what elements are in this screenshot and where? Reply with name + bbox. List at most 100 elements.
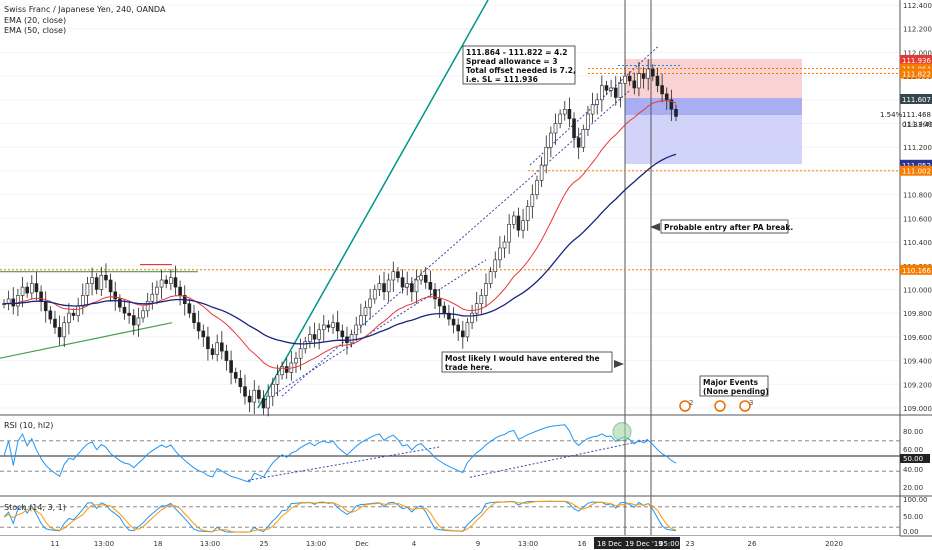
time-tick: 13:00 [306,540,326,548]
candle-body [164,279,169,284]
time-tick: Dec [355,540,369,548]
price-tags: 111.936111.864111.822111.607111.052111.0… [900,54,932,275]
time-tick: 25 [260,540,269,548]
candle-body [502,241,507,249]
candle-body [94,277,99,290]
candle-body [604,85,609,91]
rsi-line [3,424,677,483]
candle-body [641,73,646,79]
price-tag-label: 110.166 [902,267,931,275]
event-markers[interactable]: 2 3 [679,399,753,412]
rr-price: 111.468 [902,111,931,119]
calc-callout[interactable]: 111.864 - 111.822 = 4.2 Spread allowance… [462,45,576,85]
candle-body [215,342,219,355]
candle-body [210,348,215,355]
candle-body [368,298,372,308]
candle-body [11,298,16,307]
rsi-trendline-1 [247,446,441,481]
candle-body [391,271,396,281]
candle-body [118,298,122,308]
price-tick: 110.800 [903,192,932,200]
candle-body [655,75,660,86]
candle-body [196,322,201,332]
rsi-tick-80: 80.00 [903,428,923,436]
time-highlight-2: 19 Dec '19 [625,540,663,548]
event-marker-icon[interactable] [739,400,751,412]
time-tick: 11 [51,540,60,548]
candle-body [257,389,261,399]
candle-body [562,109,567,115]
candle-body [206,336,210,350]
candle-body [155,286,159,295]
candle-body [141,310,145,319]
time-axis[interactable]: 11 13:00 18 13:00 25 13:00 Dec 4 9 13:00 16 23 26 202… [51,540,843,548]
arrow-right-icon [614,360,624,368]
candle-body [243,386,247,397]
candle-body [80,295,85,307]
candle-body [623,75,627,84]
candle-body [201,330,206,338]
candle-body [284,366,289,373]
candle-body [354,324,359,335]
rsi-highlight-circle [612,422,632,442]
events-line-2: (None pending) [703,387,769,396]
price-tick: 109.000 [903,405,932,413]
candle-body [76,305,80,316]
candle-body [423,274,428,283]
trendline-dotted-1 [261,259,487,403]
candle-body [363,306,368,316]
candle-body [150,293,155,302]
time-highlight-bg [594,537,680,549]
candle-body [382,283,386,293]
time-tick: 13:00 [518,540,538,548]
candle-body [169,277,173,284]
entry-note-line-2: trade here. [445,363,493,372]
candle-body [535,180,539,195]
rsi-axis: 80.00 60.00 50.00 40.00 20.00 [900,428,930,492]
events-callout[interactable]: Major Events (None pending) [699,375,769,397]
pa-note-text: Probable entry after PA break. [664,223,793,232]
event-marker-icon[interactable] [714,400,726,412]
price-tick: 109.600 [903,334,932,342]
stoch-title: Stoch (14, 3, 1) [4,503,66,512]
pa-note-callout[interactable]: Probable entry after PA break. [650,219,793,234]
candle-body [224,350,229,361]
candle-body [377,283,382,290]
legend: Swiss Franc / Japanese Yen, 240, OANDA E… [4,5,166,35]
candle-body [488,271,493,284]
candle-body [229,360,233,373]
candle-body [298,348,303,359]
price-tick: 109.800 [903,310,932,318]
candle-body [53,318,57,328]
candle-body [187,303,192,314]
candle-body [511,215,516,225]
time-axis-highlight: 18 Dec 19 Dec '19 05:00 [594,537,680,549]
price-tag-bg [900,264,932,275]
candle-body [359,315,363,326]
candle-body [484,283,488,296]
candle-body [479,295,484,304]
event-marker-icon[interactable] [679,400,691,412]
trendline-teal [257,0,489,409]
candle-body [321,324,326,331]
candle-body [651,68,655,77]
candle-body [48,310,53,320]
candle-body [85,283,90,296]
candle-body [613,87,618,98]
calc-line-1: 111.864 - 111.822 = 4.2 [466,48,567,57]
pa-note-box [660,219,789,234]
candle-body [220,342,224,352]
candle-body [470,312,474,323]
candle-body [646,68,650,79]
candle-body [567,109,572,120]
candle-body [252,389,257,403]
candle-body [280,366,284,376]
entry-zone [625,98,802,115]
candle-body [62,322,67,338]
candle-body [113,291,118,300]
entry-note-callout[interactable]: Most likely I would have entered the tra… [441,351,624,373]
candle-body [600,85,604,101]
price-tag-label: 111.607 [902,96,931,104]
candle-body [419,274,423,281]
